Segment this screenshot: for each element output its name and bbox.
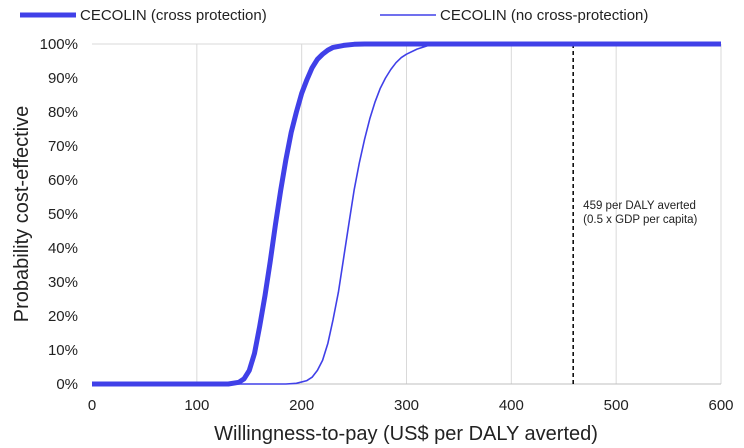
x-tick-label: 100 [184,397,209,414]
y-tick-label: 90% [48,70,78,87]
y-tick-label: 60% [48,172,78,189]
reference-label: (0.5 x GDP per capita) [583,214,697,226]
x-tick-label: 0 [88,397,96,414]
x-tick-label: 400 [499,397,524,414]
x-axis-title: Willingness-to-pay (US$ per DALY averted… [214,423,598,445]
reference-label: 459 per DALY averted [583,200,696,212]
y-tick-label: 20% [48,308,78,325]
y-tick-labels: 0% 10% 20% 30% 40% 50% 60% 70% 80% 90% 100% [40,36,78,393]
y-tick-label: 30% [48,274,78,291]
legend-label: CECOLIN (no cross-protection) [440,7,648,24]
y-tick-label: 0% [56,376,78,393]
y-tick-label: 40% [48,240,78,257]
y-tick-label: 50% [48,206,78,223]
reference-line-group: 459 per DALY averted (0.5 x GDP per capit… [572,44,698,384]
legend-label: CECOLIN (cross protection) [80,7,267,24]
x-tick-label: 200 [289,397,314,414]
series-line [92,43,721,385]
y-tick-label: 10% [48,342,78,359]
y-tick-label: 80% [48,104,78,121]
legend: CECOLIN (cross protection) CECOLIN (no cr… [20,7,648,24]
y-tick-label: 100% [40,36,78,53]
y-tick-label: 70% [48,138,78,155]
x-tick-label: 300 [394,397,419,414]
series-line [92,41,721,387]
x-tick-labels: 0 100 200 300 400 500 600 [88,397,734,414]
x-tick-label: 500 [604,397,629,414]
x-tick-label: 600 [708,397,733,414]
y-axis-title: Probability cost-effective [11,106,33,322]
series-group [92,41,721,387]
